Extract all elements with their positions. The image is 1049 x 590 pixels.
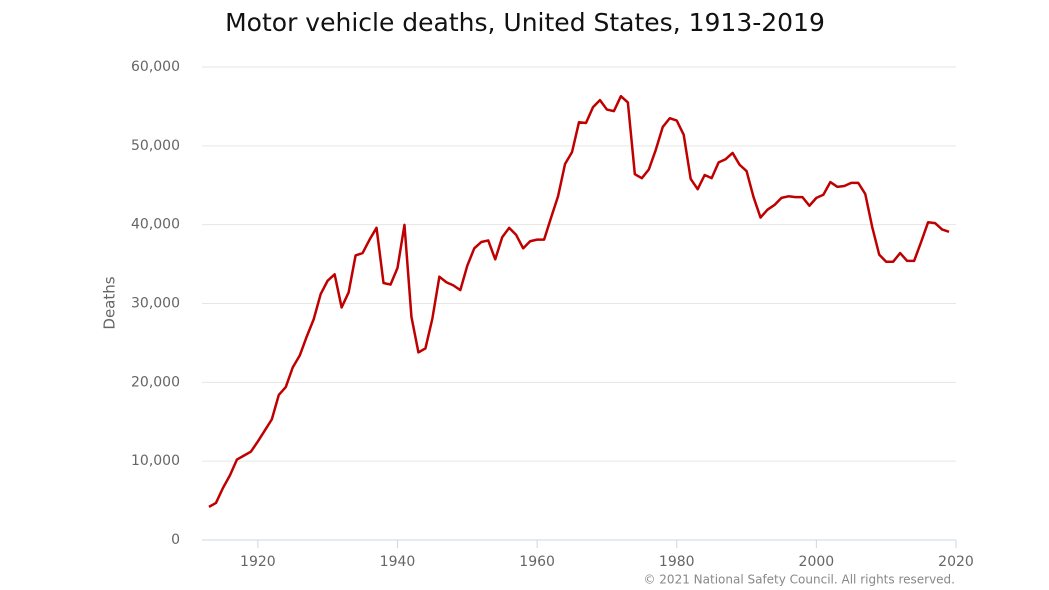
y-tick-label: 10,000 xyxy=(131,453,180,469)
x-tick-label: 2020 xyxy=(938,554,974,570)
data-line xyxy=(208,94,950,508)
chart-title: Motor vehicle deaths, United States, 191… xyxy=(225,8,825,37)
y-tick-label: 20,000 xyxy=(131,374,180,390)
y-axis-label: Deaths xyxy=(101,276,119,329)
y-tick-label: 0 xyxy=(171,532,180,548)
x-tick-label: 1920 xyxy=(240,554,276,570)
y-tick-label: 50,000 xyxy=(131,138,180,154)
credit: © 2021 National Safety Council. All righ… xyxy=(643,573,955,587)
x-tick-label: 1940 xyxy=(380,554,416,570)
y-tick-label: 30,000 xyxy=(131,296,180,312)
x-tick-label: 1980 xyxy=(659,554,695,570)
y-tick-label: 60,000 xyxy=(131,59,180,75)
x-tick-label: 1960 xyxy=(519,554,555,570)
y-tick-label: 40,000 xyxy=(131,217,180,233)
x-tick-label: 2000 xyxy=(799,554,835,570)
